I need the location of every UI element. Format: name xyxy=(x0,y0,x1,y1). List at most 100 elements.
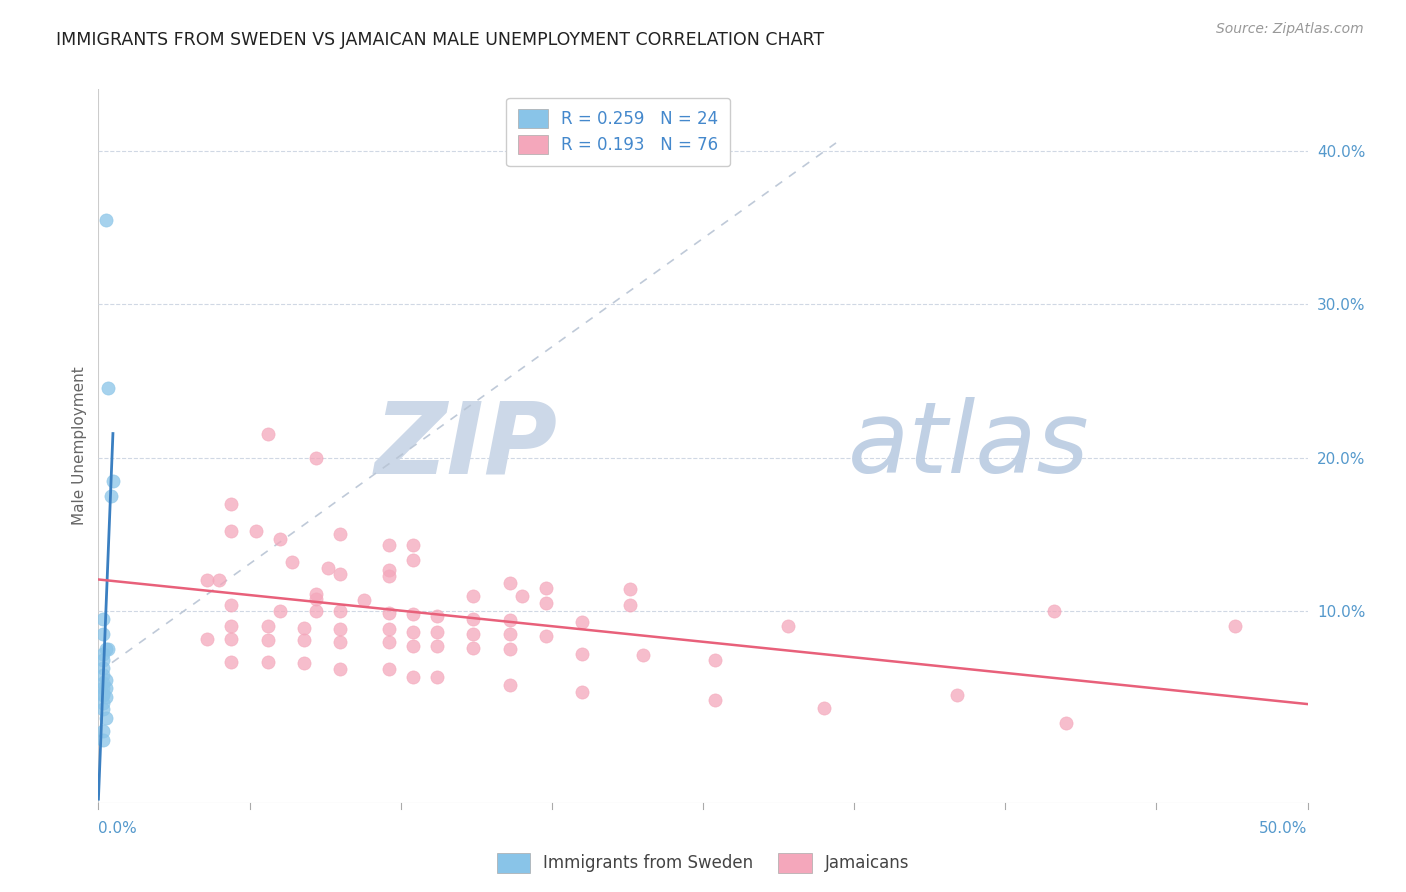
Text: 0.0%: 0.0% xyxy=(98,822,138,836)
Point xyxy=(1223,619,1246,633)
Point xyxy=(91,732,114,747)
Point xyxy=(91,687,114,701)
Point xyxy=(94,690,117,704)
Point xyxy=(94,212,117,227)
Point xyxy=(245,524,267,538)
Point xyxy=(498,678,520,692)
Point xyxy=(1042,604,1064,618)
Point xyxy=(91,627,114,641)
Point xyxy=(463,640,485,655)
Point xyxy=(221,524,243,538)
Point xyxy=(195,632,218,646)
Point xyxy=(1054,716,1077,731)
Y-axis label: Male Unemployment: Male Unemployment xyxy=(72,367,87,525)
Point xyxy=(292,621,315,635)
Point xyxy=(292,656,315,670)
Point xyxy=(377,623,399,637)
Point xyxy=(195,574,218,588)
Legend: R = 0.259   N = 24, R = 0.193   N = 76: R = 0.259 N = 24, R = 0.193 N = 76 xyxy=(506,97,730,166)
Point xyxy=(269,532,291,546)
Point xyxy=(704,693,727,707)
Point xyxy=(256,655,278,669)
Point xyxy=(221,619,243,633)
Point xyxy=(256,619,278,633)
Point xyxy=(377,562,399,576)
Point xyxy=(97,642,120,657)
Point xyxy=(221,497,243,511)
Point xyxy=(377,662,399,676)
Point xyxy=(256,427,278,442)
Point xyxy=(534,628,557,642)
Point xyxy=(94,711,117,725)
Point xyxy=(305,450,328,465)
Point xyxy=(402,640,425,654)
Point xyxy=(426,640,449,654)
Point xyxy=(498,642,520,657)
Point xyxy=(402,538,425,552)
Point xyxy=(91,676,114,690)
Point xyxy=(91,612,114,626)
Point xyxy=(619,582,641,597)
Point xyxy=(498,613,520,627)
Point xyxy=(91,661,114,675)
Point xyxy=(402,553,425,567)
Point xyxy=(498,576,520,591)
Point xyxy=(329,527,352,541)
Point xyxy=(353,593,375,607)
Point xyxy=(463,589,485,603)
Point xyxy=(91,647,114,661)
Point xyxy=(534,596,557,610)
Point xyxy=(377,606,399,620)
Point xyxy=(498,627,520,641)
Point xyxy=(571,685,593,699)
Point xyxy=(91,723,114,738)
Point xyxy=(377,538,399,552)
Point xyxy=(221,632,243,646)
Point xyxy=(91,696,114,710)
Point xyxy=(946,689,969,703)
Legend: Immigrants from Sweden, Jamaicans: Immigrants from Sweden, Jamaicans xyxy=(489,847,917,880)
Point xyxy=(281,555,304,569)
Point xyxy=(704,653,727,667)
Point xyxy=(101,474,124,488)
Point xyxy=(269,604,291,618)
Point xyxy=(402,607,425,621)
Point xyxy=(100,489,122,503)
Point xyxy=(510,589,533,603)
Text: IMMIGRANTS FROM SWEDEN VS JAMAICAN MALE UNEMPLOYMENT CORRELATION CHART: IMMIGRANTS FROM SWEDEN VS JAMAICAN MALE … xyxy=(56,31,824,49)
Point xyxy=(426,670,449,684)
Point xyxy=(402,670,425,684)
Point xyxy=(329,662,352,676)
Point xyxy=(221,655,243,669)
Point xyxy=(377,568,399,582)
Point xyxy=(813,700,835,714)
Point xyxy=(534,581,557,595)
Point xyxy=(94,642,117,657)
Point xyxy=(94,673,117,687)
Point xyxy=(329,604,352,618)
Text: atlas: atlas xyxy=(848,398,1090,494)
Point xyxy=(97,381,120,395)
Text: Source: ZipAtlas.com: Source: ZipAtlas.com xyxy=(1216,22,1364,37)
Point xyxy=(91,653,114,667)
Point xyxy=(292,633,315,648)
Point xyxy=(329,567,352,582)
Point xyxy=(91,702,114,716)
Point xyxy=(305,604,328,618)
Point xyxy=(619,598,641,612)
Point xyxy=(426,625,449,640)
Point xyxy=(377,634,399,648)
Text: 50.0%: 50.0% xyxy=(1260,822,1308,836)
Point xyxy=(329,634,352,648)
Point xyxy=(571,615,593,629)
Point xyxy=(208,574,231,588)
Point xyxy=(91,681,114,695)
Point xyxy=(329,623,352,637)
Text: ZIP: ZIP xyxy=(375,398,558,494)
Point xyxy=(316,561,339,575)
Point xyxy=(631,648,654,663)
Point xyxy=(305,587,328,601)
Point xyxy=(463,612,485,626)
Point xyxy=(221,598,243,612)
Point xyxy=(402,625,425,640)
